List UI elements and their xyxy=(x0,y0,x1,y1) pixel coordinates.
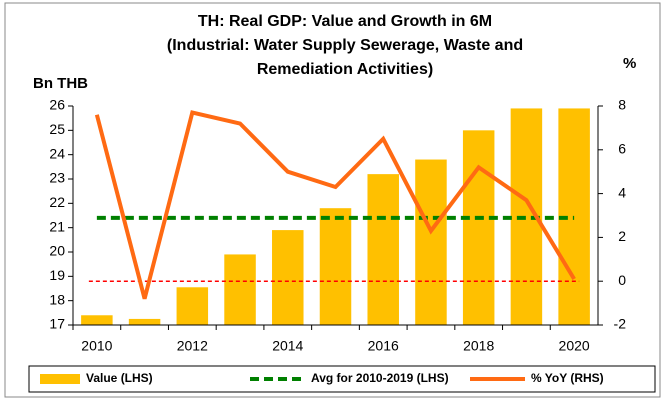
legend-label: Value (LHS) xyxy=(86,371,153,385)
y-tick-label: 23 xyxy=(49,170,65,186)
bar xyxy=(272,230,304,325)
y2-tick-label: 4 xyxy=(618,184,626,200)
y2-axis-label: % xyxy=(623,55,636,72)
y-tick-label: 26 xyxy=(49,97,65,113)
y2-tick-label: 6 xyxy=(618,141,626,157)
title-line: (Industrial: Water Supply Sewerage, Wast… xyxy=(167,37,523,54)
title-line: TH: Real GDP: Value and Growth in 6M xyxy=(198,13,492,30)
legend-swatch xyxy=(40,374,80,384)
x-tick-label: 2014 xyxy=(272,338,303,354)
bar xyxy=(81,315,113,325)
legend-box xyxy=(28,365,656,393)
x-tick-label: 2010 xyxy=(81,338,112,354)
line xyxy=(94,110,576,300)
bar xyxy=(415,159,447,325)
x-tick-label: 2016 xyxy=(368,338,399,354)
bar xyxy=(176,287,209,325)
bar xyxy=(224,254,256,325)
bar xyxy=(367,174,399,325)
y2-tick-label: 8 xyxy=(618,97,626,113)
x-tick-label: 2012 xyxy=(177,338,208,354)
bar xyxy=(128,318,161,325)
y-tick-label: 22 xyxy=(49,194,65,210)
y-axis-label: Bn THB xyxy=(33,75,88,92)
y-tick-label: 21 xyxy=(49,218,65,234)
bar xyxy=(462,130,495,325)
y2-tick-label: 2 xyxy=(618,228,626,244)
x-tick-label: 2018 xyxy=(463,338,494,354)
title-line: Remediation Activities) xyxy=(257,61,433,78)
y-tick-label: 19 xyxy=(49,267,65,283)
y2-tick-label: 0 xyxy=(618,272,626,288)
legend-label: % YoY (RHS) xyxy=(531,371,604,385)
y-tick-label: 25 xyxy=(49,121,65,137)
y-tick-label: 18 xyxy=(49,291,65,307)
x-tick-label: 2020 xyxy=(559,338,590,354)
frame xyxy=(4,2,661,398)
y-tick-label: 17 xyxy=(49,316,65,332)
bar xyxy=(319,208,352,325)
y-tick-label: 20 xyxy=(49,243,65,259)
legend-label: Avg for 2010-2019 (LHS) xyxy=(311,371,449,385)
y-tick-label: 24 xyxy=(49,145,65,161)
y2-tick-label: -2 xyxy=(614,316,627,332)
